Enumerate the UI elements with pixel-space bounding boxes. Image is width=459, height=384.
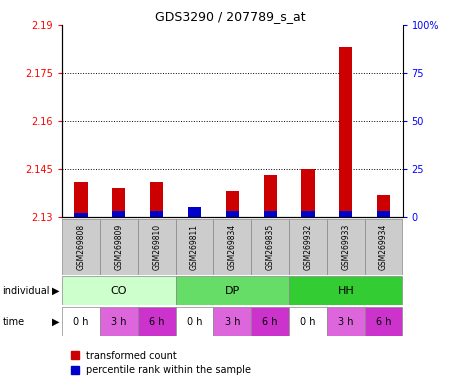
- Text: GSM269933: GSM269933: [341, 223, 349, 270]
- Text: 0 h: 0 h: [300, 316, 315, 327]
- Text: 6 h: 6 h: [149, 316, 164, 327]
- Bar: [251, 307, 288, 336]
- Bar: [100, 307, 137, 336]
- Text: GSM269834: GSM269834: [227, 223, 236, 270]
- Bar: [112, 211, 125, 217]
- Text: 3 h: 3 h: [337, 316, 353, 327]
- Text: 6 h: 6 h: [375, 316, 391, 327]
- Bar: [338, 211, 352, 217]
- Bar: [376, 211, 389, 217]
- Bar: [225, 191, 238, 217]
- Text: DP: DP: [224, 286, 240, 296]
- Bar: [137, 307, 175, 336]
- Bar: [326, 307, 364, 336]
- Bar: [288, 307, 326, 336]
- Text: 0 h: 0 h: [186, 316, 202, 327]
- Bar: [74, 213, 88, 217]
- Text: GSM269809: GSM269809: [114, 223, 123, 270]
- Text: GSM269934: GSM269934: [378, 223, 387, 270]
- Bar: [301, 169, 314, 217]
- Text: time: time: [2, 316, 24, 327]
- Text: 0 h: 0 h: [73, 316, 89, 327]
- Bar: [288, 219, 326, 275]
- Bar: [326, 219, 364, 275]
- Bar: [187, 207, 201, 217]
- Bar: [137, 219, 175, 275]
- Text: 6 h: 6 h: [262, 316, 277, 327]
- Text: GSM269811: GSM269811: [190, 224, 199, 270]
- Text: 3 h: 3 h: [111, 316, 126, 327]
- Legend: transformed count, percentile rank within the sample: transformed count, percentile rank withi…: [67, 347, 255, 379]
- Bar: [175, 276, 288, 305]
- Text: 3 h: 3 h: [224, 316, 240, 327]
- Bar: [364, 307, 402, 336]
- Bar: [175, 219, 213, 275]
- Bar: [150, 211, 163, 217]
- Text: GSM269808: GSM269808: [76, 223, 85, 270]
- Bar: [74, 182, 88, 217]
- Bar: [376, 195, 389, 217]
- Bar: [263, 211, 276, 217]
- Text: GSM269932: GSM269932: [303, 223, 312, 270]
- Bar: [62, 307, 100, 336]
- Text: GSM269835: GSM269835: [265, 223, 274, 270]
- Text: individual: individual: [2, 286, 50, 296]
- Text: GDS3290 / 207789_s_at: GDS3290 / 207789_s_at: [154, 10, 305, 23]
- Bar: [175, 307, 213, 336]
- Bar: [225, 211, 238, 217]
- Text: ▶: ▶: [52, 316, 60, 327]
- Bar: [263, 175, 276, 217]
- Bar: [251, 219, 288, 275]
- Bar: [364, 219, 402, 275]
- Bar: [213, 219, 251, 275]
- Bar: [62, 219, 100, 275]
- Bar: [62, 276, 175, 305]
- Bar: [112, 188, 125, 217]
- Bar: [301, 211, 314, 217]
- Bar: [213, 307, 251, 336]
- Text: GSM269810: GSM269810: [152, 223, 161, 270]
- Bar: [338, 47, 352, 217]
- Text: CO: CO: [110, 286, 127, 296]
- Text: HH: HH: [336, 286, 353, 296]
- Bar: [150, 182, 163, 217]
- Bar: [288, 276, 402, 305]
- Bar: [100, 219, 137, 275]
- Text: ▶: ▶: [52, 286, 60, 296]
